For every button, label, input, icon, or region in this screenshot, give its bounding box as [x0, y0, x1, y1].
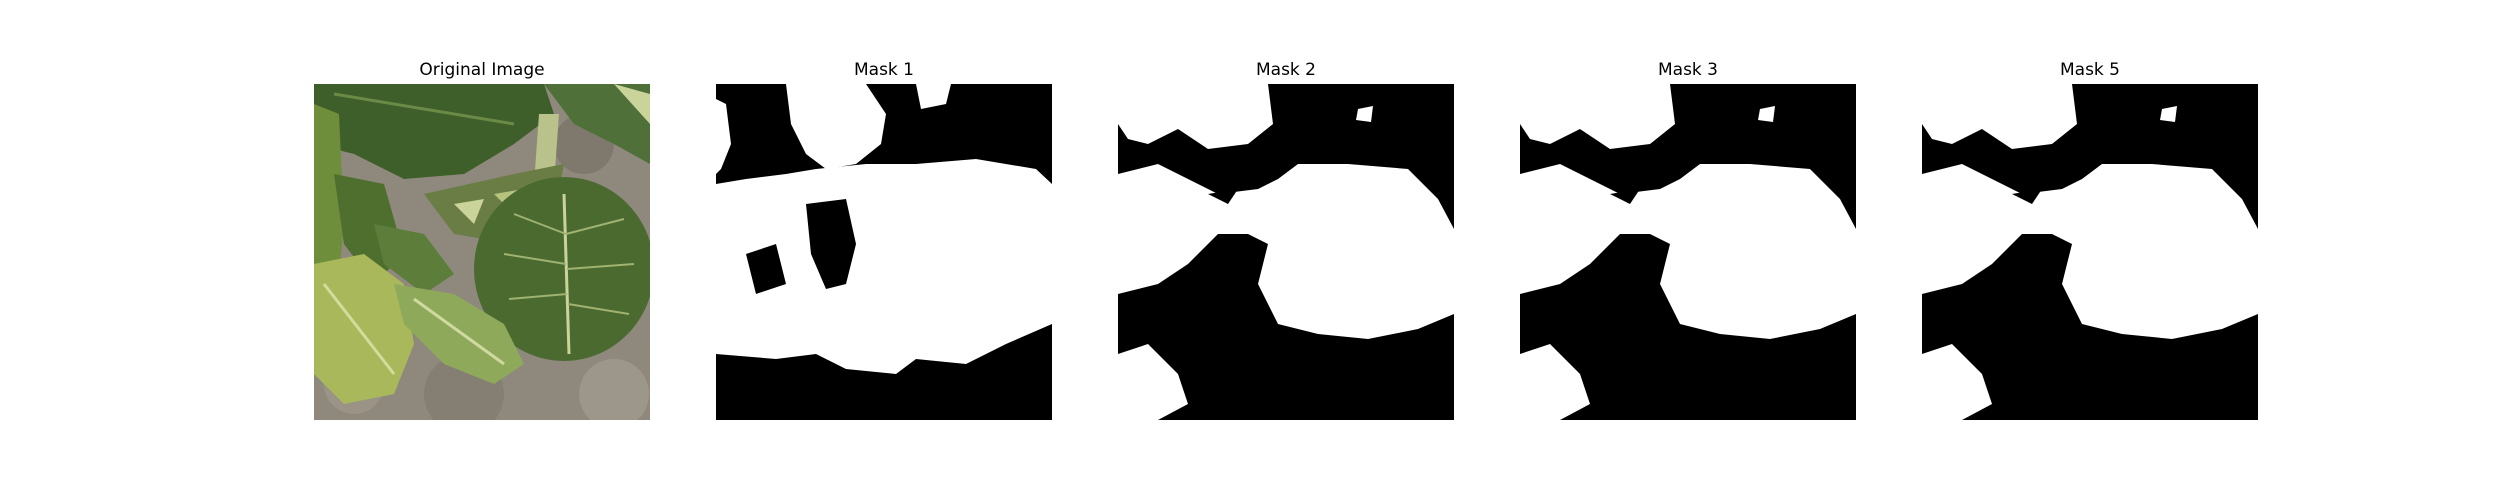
mask-5-image: [1922, 84, 2258, 420]
panel-title-mask-2: Mask 2: [1255, 60, 1316, 80]
mask-3-image: [1520, 84, 1856, 420]
panel-title-original: Original Image: [419, 60, 545, 80]
mask-3-panel: [1520, 84, 1856, 420]
mask-2-panel: [1118, 84, 1454, 420]
mask-5-panel: [1922, 84, 2258, 420]
panel-title-mask-1: Mask 1: [853, 60, 914, 80]
original-leaf-photo: [314, 84, 650, 420]
mask-1-panel: [716, 84, 1052, 420]
panel-title-mask-5: Mask 5: [2059, 60, 2120, 80]
mask-2-image: [1118, 84, 1454, 420]
panel-title-mask-3: Mask 3: [1657, 60, 1718, 80]
mask-1-image: [716, 84, 1052, 420]
original-image-panel: [314, 84, 650, 420]
